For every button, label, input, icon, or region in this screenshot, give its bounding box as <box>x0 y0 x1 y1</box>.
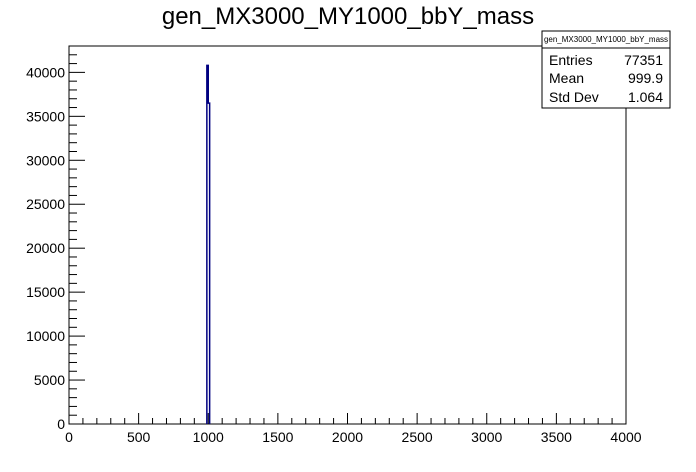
y-tick-label: 15000 <box>26 284 65 300</box>
x-tick-label: 3000 <box>471 429 502 445</box>
stats-label-entries: Entries <box>549 52 593 68</box>
y-tick-label: 10000 <box>26 328 65 344</box>
chart-title: gen_MX3000_MY1000_bbY_mass <box>162 3 534 30</box>
stats-box-frame <box>541 30 671 109</box>
y-tick-label: 20000 <box>26 240 65 256</box>
x-tick-label: 1500 <box>262 429 293 445</box>
x-tick-label: 0 <box>65 429 73 445</box>
histogram-outline <box>206 64 211 424</box>
x-tick-label: 4000 <box>610 429 641 445</box>
x-tick-label: 500 <box>127 429 151 445</box>
stats-value-mean: 999.9 <box>628 70 663 86</box>
histogram-bins <box>206 64 211 424</box>
y-tick-label: 30000 <box>26 152 65 168</box>
stats-value-entries: 77351 <box>624 52 663 68</box>
y-tick-label: 40000 <box>26 64 65 80</box>
x-axis: 0 500 1000 1500 2000 2500 3000 3500 4000 <box>65 413 642 445</box>
x-tick-label: 2500 <box>402 429 433 445</box>
stats-label-std-dev: Std Dev <box>549 89 599 105</box>
stats-box: gen_MX3000_MY1000_bbY_mass Entries 77351… <box>541 30 671 109</box>
y-tick-label: 0 <box>57 416 65 432</box>
x-tick-label: 2000 <box>332 429 363 445</box>
stats-value-std-dev: 1.064 <box>628 89 663 105</box>
y-tick-label: 25000 <box>26 196 65 212</box>
y-tick-label: 5000 <box>34 372 65 388</box>
y-tick-label: 35000 <box>26 108 65 124</box>
stats-box-title: gen_MX3000_MY1000_bbY_mass <box>544 35 668 44</box>
x-tick-label: 1000 <box>193 429 224 445</box>
y-axis: 0 5000 10000 15000 20000 25000 30000 35000 40000 <box>26 45 85 432</box>
x-tick-label: 3500 <box>541 429 572 445</box>
stats-label-mean: Mean <box>549 70 584 86</box>
